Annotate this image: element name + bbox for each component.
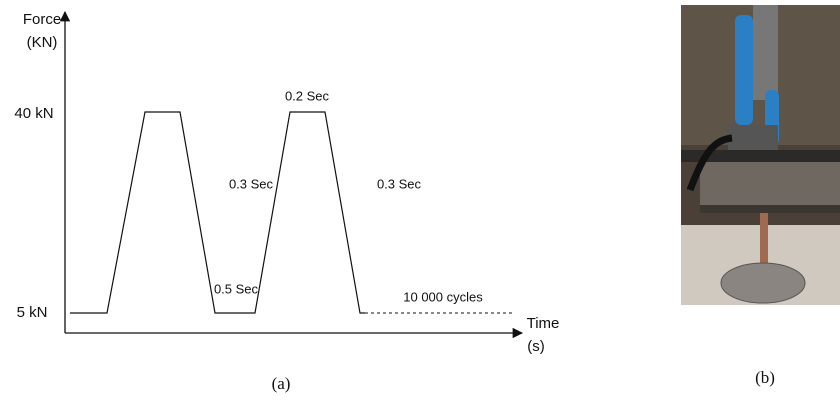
photo-beam-flange	[700, 205, 840, 213]
waveform	[70, 111, 365, 314]
photo-actuator-body	[753, 5, 778, 100]
panel-a: Force (KN) 40 kN 5 kN 0.2 Sec 0.3 Sec 0.…	[14, 10, 560, 393]
annotation: 0.3 Sec	[377, 176, 422, 191]
photo-clamp	[728, 125, 778, 150]
annotation: 0.3 Sec	[229, 176, 274, 191]
photo-cable	[686, 134, 733, 192]
y-axis-label: Force	[23, 11, 61, 28]
photo-stud	[760, 213, 768, 273]
photo-plate	[720, 262, 806, 304]
annotation: 0.5 Sec	[214, 281, 259, 296]
level-label: 40 kN	[14, 105, 53, 122]
photo-beam-flange	[681, 150, 840, 162]
photo-beam-web	[700, 162, 840, 207]
caption: (b)	[755, 368, 775, 387]
x-axis-label: (s)	[527, 338, 545, 355]
annotation: 10 000 cycles	[403, 289, 483, 304]
caption: (a)	[272, 374, 291, 393]
panel-b-photo: (b)	[681, 5, 840, 387]
photo-actuator	[735, 15, 753, 125]
level-label: 5 kN	[17, 304, 48, 321]
annotation: 0.2 Sec	[285, 88, 330, 103]
x-axis-label: Time	[527, 315, 560, 332]
y-axis-label: (KN)	[27, 34, 58, 51]
